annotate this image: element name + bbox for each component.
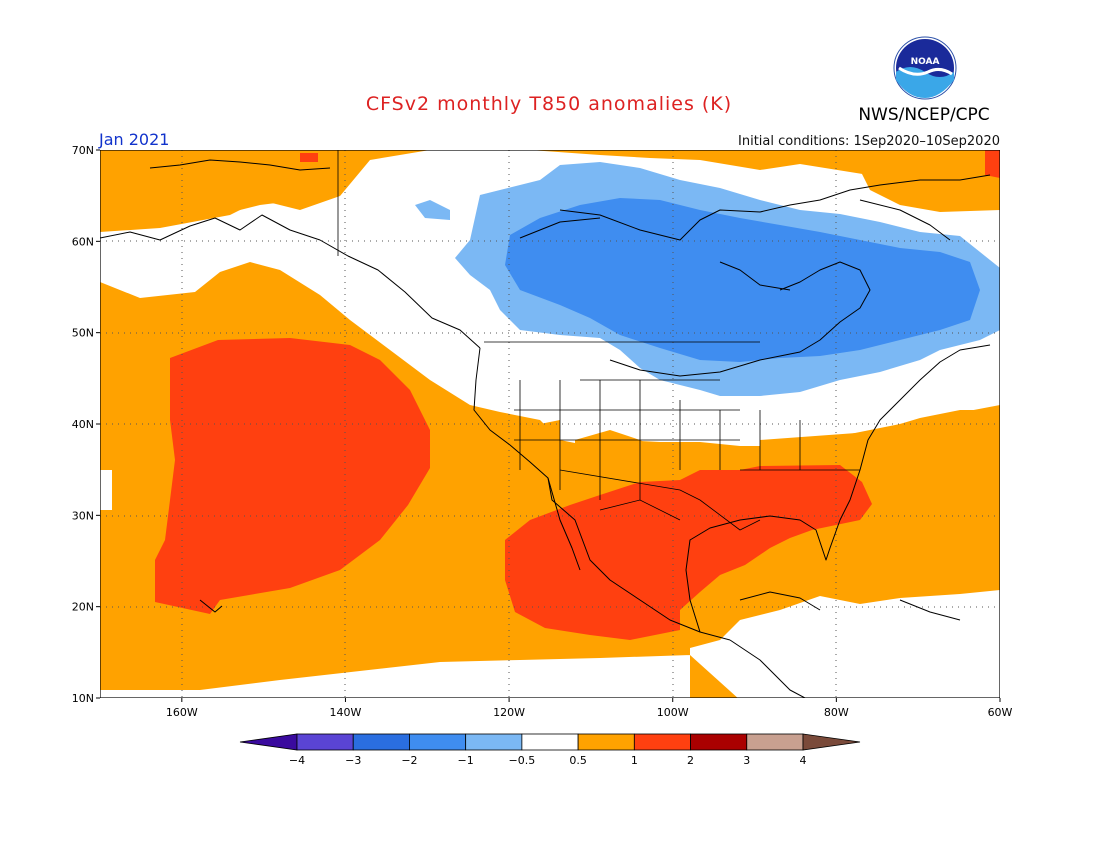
- colorbar-label: 2: [687, 754, 694, 767]
- lat-tick-label: 10N: [72, 692, 94, 705]
- colorbar-segment: [521, 733, 579, 751]
- colorbar-label: 1: [631, 754, 638, 767]
- colorbar-label: −2: [401, 754, 417, 767]
- lon-tick-label: 60W: [988, 706, 1013, 719]
- colorbar-segment: [633, 733, 691, 751]
- lat-tick-label: 30N: [72, 509, 94, 522]
- month-label: Jan 2021: [98, 130, 169, 149]
- colorbar-label: −4: [289, 754, 305, 767]
- colorbar-label: 3: [743, 754, 750, 767]
- coastlines: [100, 159, 991, 698]
- colorbar: −4 −3 −2 −1 −0.5 0.5 1 2 3 4: [239, 733, 861, 767]
- colorbar-segment: [577, 733, 635, 751]
- colorbar-label: 0.5: [569, 754, 587, 767]
- map-gridlines: [100, 150, 1000, 698]
- colorbar-segment: [465, 733, 523, 751]
- lon-tick-label: 140W: [330, 706, 362, 719]
- political-borders: [337, 150, 860, 531]
- colorbar-label: −3: [345, 754, 361, 767]
- colorbar-label: −1: [458, 754, 474, 767]
- latitude-ticks: 70N 60N 50N 40N 30N 20N 10N: [72, 144, 100, 705]
- colorbar-segment: [352, 733, 410, 751]
- colorbar-high-arrow: [802, 733, 861, 751]
- longitude-ticks: 160W 140W 120W 100W 80W 60W: [166, 698, 1013, 719]
- initial-conditions-label: Initial conditions: 1Sep2020–10Sep2020: [738, 134, 1000, 149]
- colorbar-segment: [409, 733, 467, 751]
- colorbar-segment: [296, 733, 354, 751]
- anomaly-map: [100, 150, 1000, 698]
- colorbar-segment: [746, 733, 804, 751]
- colorbar-label: 4: [800, 754, 807, 767]
- colorbar-label: −0.5: [509, 754, 536, 767]
- lon-tick-label: 120W: [493, 706, 525, 719]
- lon-tick-label: 100W: [657, 706, 689, 719]
- lon-tick-label: 80W: [824, 706, 849, 719]
- agency-label: NWS/NCEP/CPC: [858, 105, 989, 125]
- svg-text:NOAA: NOAA: [911, 57, 940, 67]
- lon-tick-label: 160W: [166, 706, 198, 719]
- cold-anomaly-mid: [505, 198, 980, 362]
- lat-tick-label: 50N: [72, 327, 94, 340]
- noaa-logo-icon: NOAA: [893, 36, 957, 100]
- lat-tick-label: 60N: [72, 235, 94, 248]
- colorbar-segment: [690, 733, 748, 751]
- map-title: CFSv2 monthly T850 anomalies (K): [366, 93, 732, 115]
- lat-tick-label: 70N: [72, 144, 94, 157]
- cold-anomaly-light-patch: [415, 200, 450, 220]
- lat-tick-label: 40N: [72, 418, 94, 431]
- colorbar-low-arrow: [239, 733, 298, 751]
- lat-tick-label: 20N: [72, 601, 94, 614]
